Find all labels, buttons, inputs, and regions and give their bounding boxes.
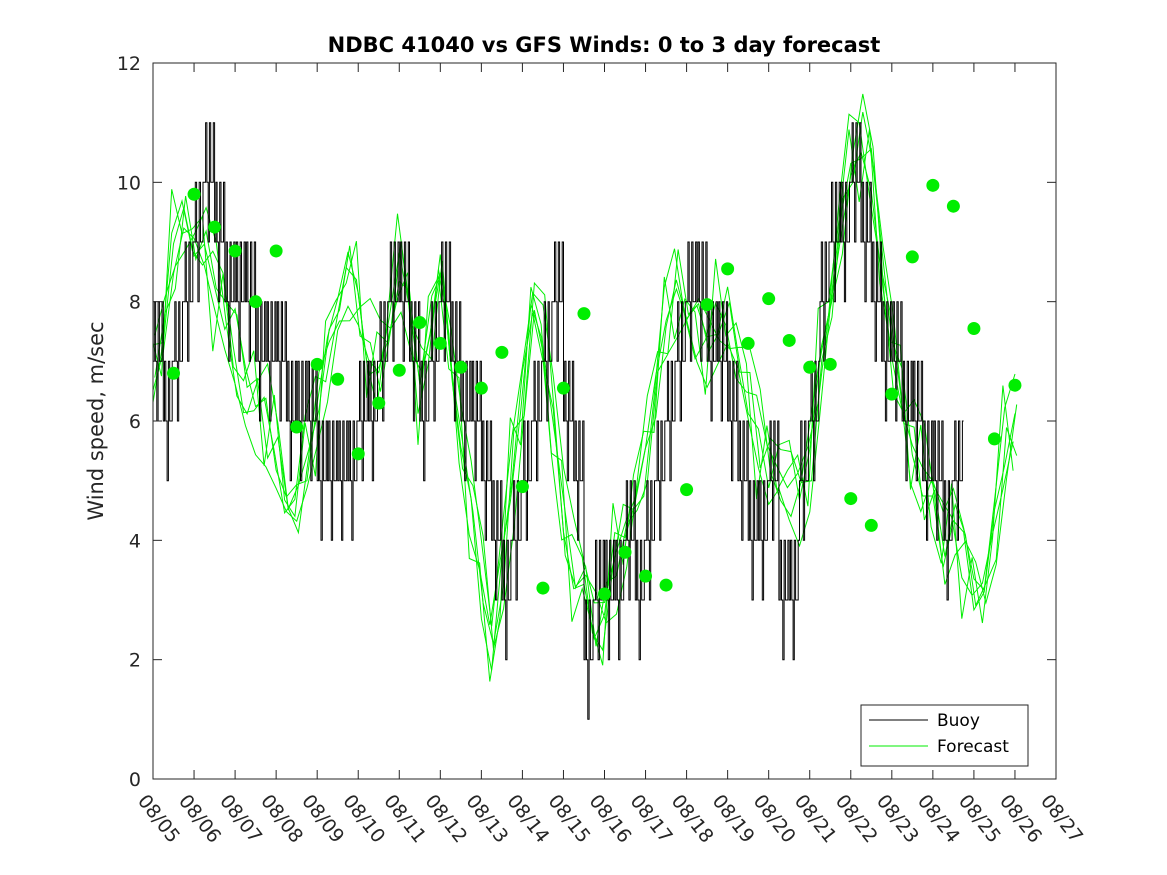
chart-title: NDBC 41040 vs GFS Winds: 0 to 3 day fore…: [328, 33, 881, 57]
forecast-point: [515, 480, 529, 494]
forecast-point: [741, 336, 755, 350]
forecast-point: [269, 244, 283, 258]
forecast-point: [495, 345, 509, 359]
forecast-point: [782, 333, 796, 347]
y-tick-label: 12: [117, 53, 141, 75]
forecast-point: [639, 569, 653, 583]
forecast-line: [154, 93, 1018, 649]
y-tick-label: 8: [129, 292, 141, 314]
y-tick-label: 2: [129, 650, 141, 672]
forecast-point: [249, 295, 263, 309]
y-tick-label: 4: [129, 530, 141, 552]
forecast-point: [454, 360, 468, 374]
forecast-point: [946, 199, 960, 213]
forecast-point: [618, 545, 632, 559]
forecast-point: [680, 483, 694, 497]
y-tick-label: 10: [117, 172, 141, 194]
forecast-point: [187, 187, 201, 201]
buoy-line: [153, 122, 964, 720]
forecast-point: [803, 360, 817, 374]
forecast-point: [721, 262, 735, 276]
forecast-point: [885, 387, 899, 401]
forecast-point: [228, 244, 242, 258]
legend: Buoy Forecast: [860, 704, 1029, 767]
forecast-point: [310, 357, 324, 371]
forecast-point: [167, 366, 181, 380]
legend-forecast-label: Forecast: [937, 737, 1009, 757]
y-axis-label: Wind speed, m/sec: [84, 321, 108, 520]
forecast-point: [844, 492, 858, 506]
forecast-point: [905, 250, 919, 264]
forecast-point: [536, 581, 550, 595]
forecast-point: [700, 298, 714, 312]
forecast-point: [864, 518, 878, 532]
forecast-point: [659, 578, 673, 592]
y-tick-label: 0: [129, 769, 141, 791]
legend-buoy-label: Buoy: [937, 711, 980, 731]
forecast-point: [433, 336, 447, 350]
forecast-point: [392, 363, 406, 377]
forecast-point: [351, 447, 365, 461]
forecast-point: [598, 587, 611, 601]
forecast-point: [762, 292, 776, 306]
forecast-point: [413, 316, 427, 330]
forecast-point: [1008, 378, 1022, 392]
forecast-point: [577, 307, 591, 321]
forecast-point: [987, 432, 1001, 446]
forecast-point: [474, 381, 488, 395]
forecast-point: [967, 322, 981, 336]
forecast-point: [823, 357, 837, 371]
forecast-point: [556, 381, 570, 395]
forecast-point: [331, 372, 345, 386]
forecast-point: [208, 220, 222, 234]
forecast-point: [372, 396, 386, 410]
legend-box: [860, 704, 1029, 767]
forecast-point: [290, 420, 304, 434]
forecast-point: [926, 178, 940, 192]
forecast-line: [153, 128, 1014, 682]
y-tick-label: 6: [129, 411, 141, 433]
